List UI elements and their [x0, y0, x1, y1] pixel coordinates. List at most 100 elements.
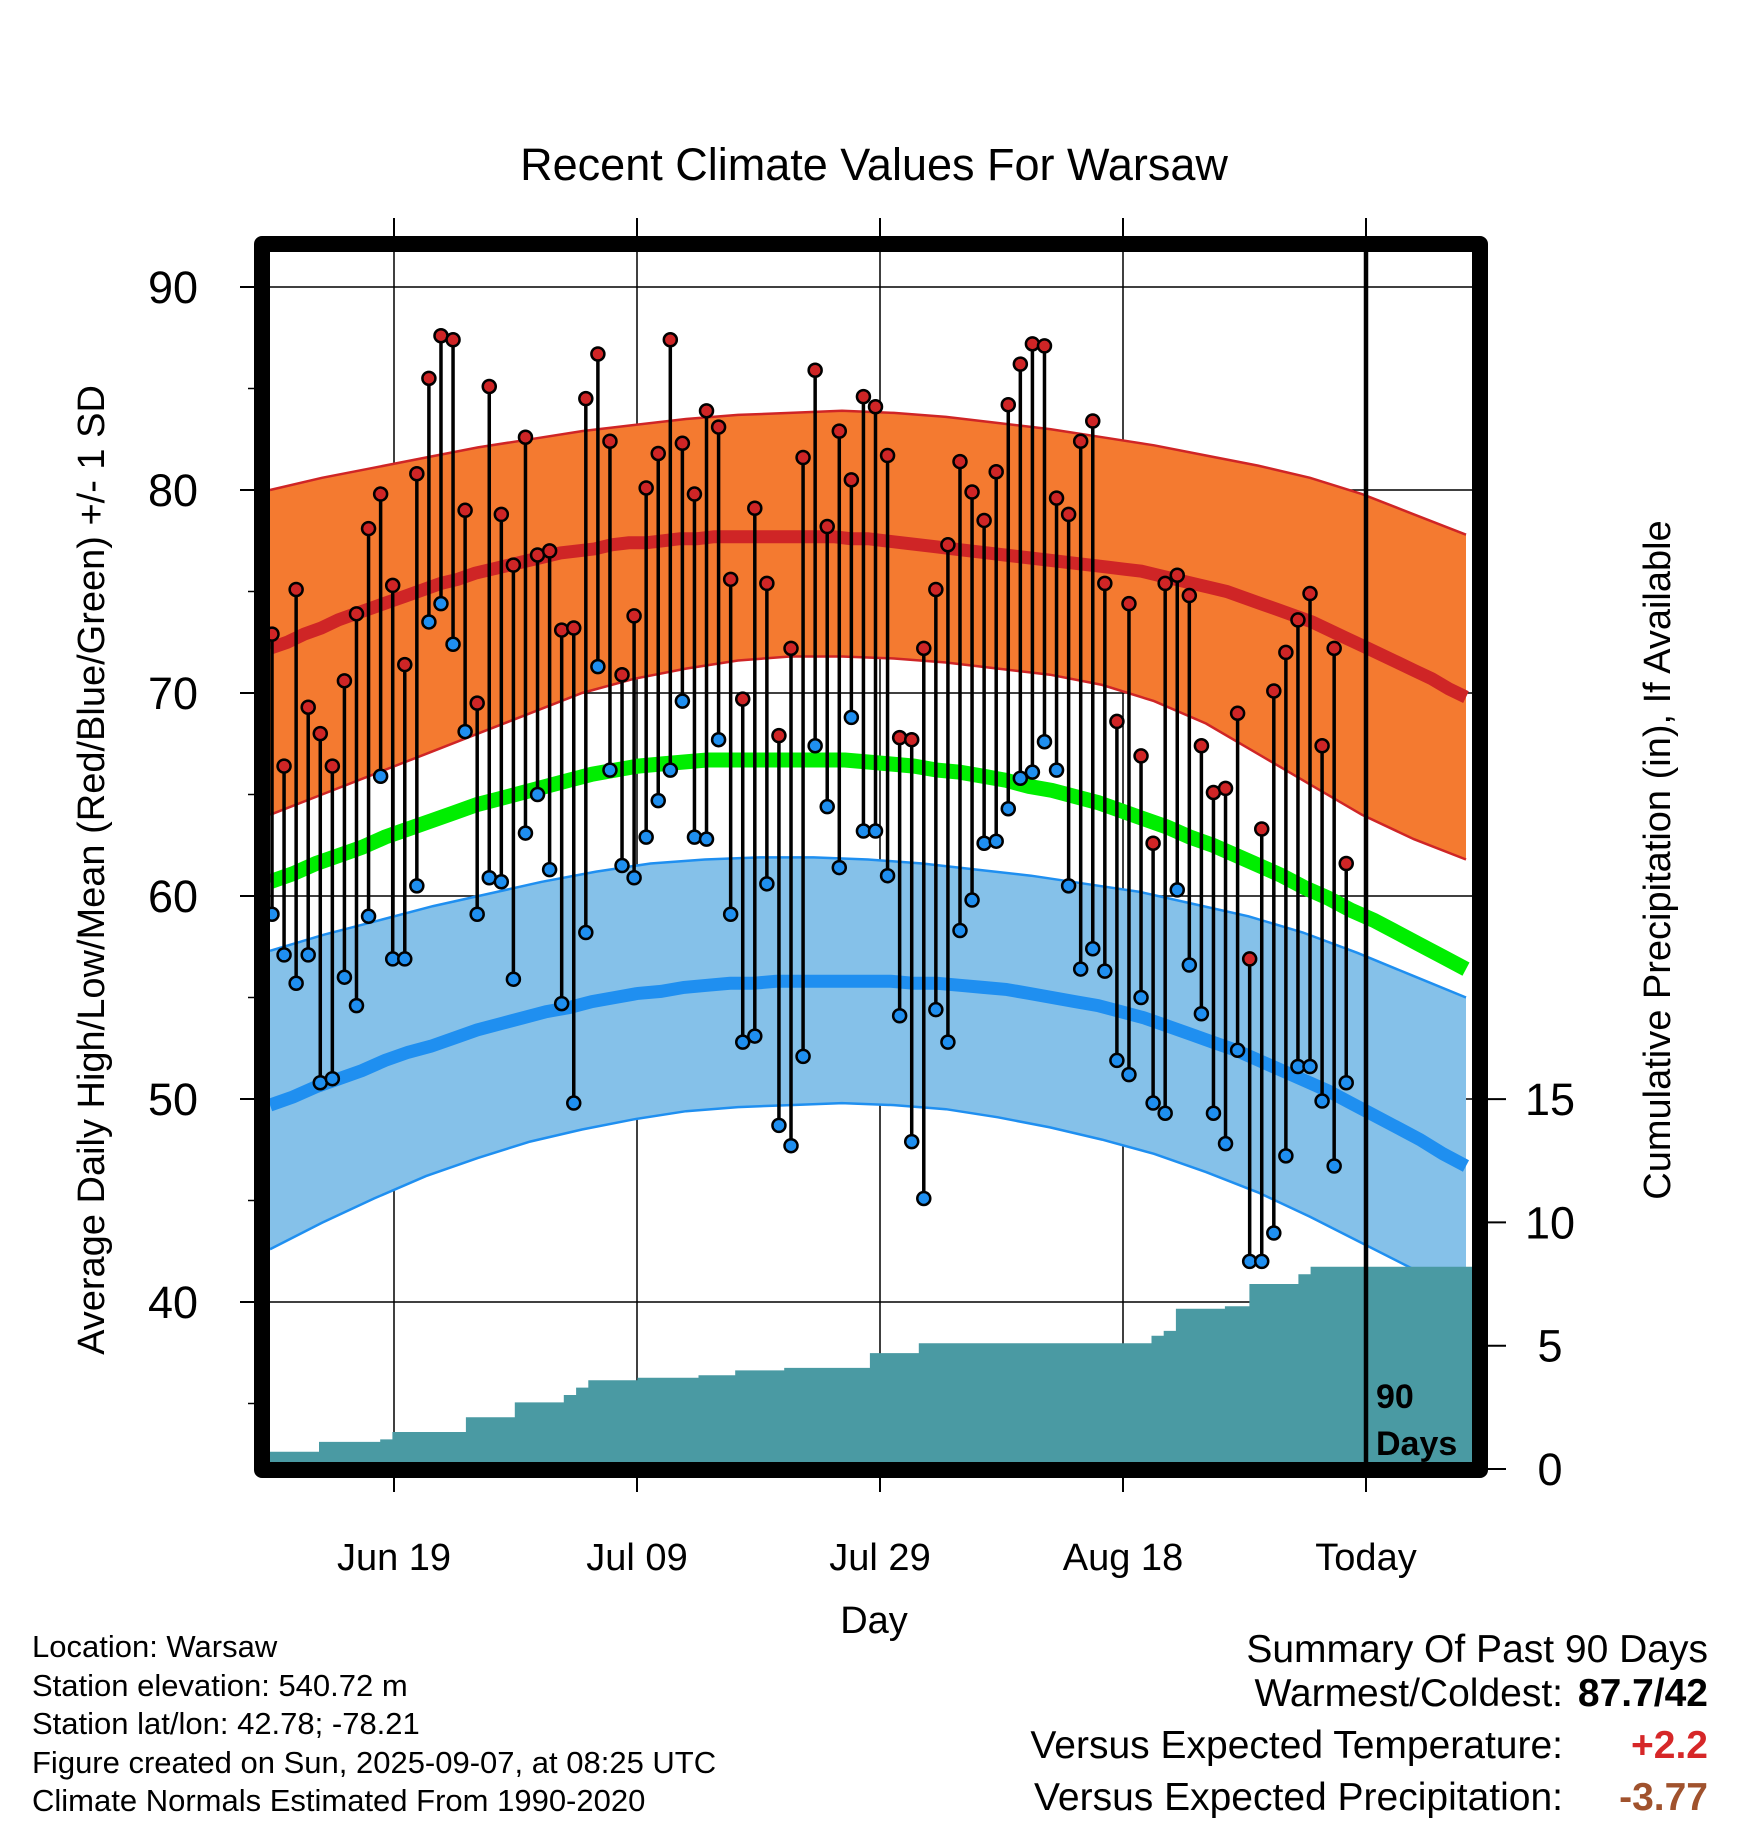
daily-high-point-50 — [867, 399, 884, 415]
y2-tick-label-0: 0 — [1537, 1444, 1562, 1495]
daily-high-point-82 — [1253, 821, 1270, 837]
daily-high-point-59 — [976, 512, 992, 529]
daily-high-point-3 — [300, 699, 316, 715]
daily-low-point-34 — [674, 693, 691, 709]
daily-low-point-1 — [276, 947, 292, 963]
summary-temp-row: Versus Expected Temperature: +2.2 — [1030, 1724, 1708, 1776]
daily-low-point-45 — [807, 738, 823, 754]
daily-low-point-59 — [976, 835, 992, 851]
daily-low-point-20 — [505, 971, 522, 987]
daily-low-point-9 — [372, 768, 389, 784]
daily-high-point-53 — [903, 731, 920, 748]
daily-high-point-35 — [686, 486, 703, 502]
daily-high-point-69 — [1097, 575, 1113, 592]
daily-low-point-46 — [819, 798, 835, 815]
daily-high-point-18 — [481, 378, 498, 395]
daily-low-point-82 — [1253, 1253, 1270, 1270]
daily-low-point-75 — [1169, 882, 1185, 898]
high-sd-band — [270, 410, 1466, 860]
daily-low-point-33 — [662, 762, 679, 778]
daily-high-point-28 — [602, 433, 618, 450]
daily-low-point-57 — [952, 922, 968, 939]
daily-low-point-12 — [409, 878, 425, 894]
daily-low-point-17 — [469, 906, 485, 923]
y-tick-label-50: 50 — [148, 1074, 198, 1125]
daily-low-point-48 — [843, 709, 860, 726]
daily-high-point-86 — [1302, 585, 1318, 602]
high-plus-sd-line — [269, 409, 1467, 536]
daily-low-point-60 — [988, 833, 1004, 849]
daily-high-point-71 — [1121, 595, 1137, 612]
days-window-word: Days — [1376, 1425, 1457, 1463]
daily-low-point-88 — [1326, 1158, 1342, 1174]
daily-low-point-14 — [433, 595, 449, 612]
daily-high-point-81 — [1241, 951, 1258, 967]
daily-high-point-63 — [1024, 336, 1041, 352]
x-tick-label-4: Today — [1315, 1537, 1416, 1579]
daily-high-point-15 — [445, 332, 461, 348]
daily-high-point-49 — [855, 388, 872, 405]
daily-low-point-11 — [397, 951, 413, 967]
daily-low-point-66 — [1060, 878, 1077, 894]
normal-mean-line — [268, 752, 1470, 976]
daily-low-point-52 — [891, 1008, 908, 1024]
daily-low-point-27 — [590, 658, 606, 675]
daily-high-point-60 — [988, 463, 1004, 480]
daily-high-point-10 — [384, 577, 401, 594]
y-tick-label-90: 90 — [148, 262, 198, 313]
daily-high-point-62 — [1012, 356, 1029, 372]
daily-low-point-22 — [529, 786, 546, 803]
x-tick-label-3: Aug 18 — [1063, 1537, 1183, 1579]
daily-high-point-24 — [553, 622, 570, 638]
daily-low-point-51 — [879, 867, 896, 884]
days-window-number: 90 — [1376, 1378, 1414, 1416]
daily-high-point-44 — [795, 449, 811, 466]
daily-high-point-29 — [614, 666, 630, 683]
low-sd-band — [270, 857, 1466, 1296]
daily-low-point-72 — [1133, 989, 1149, 1006]
daily-low-point-89 — [1338, 1075, 1354, 1091]
daily-high-point-58 — [964, 484, 980, 500]
daily-high-point-1 — [276, 758, 292, 774]
daily-high-point-76 — [1181, 587, 1198, 604]
daily-high-point-51 — [879, 447, 896, 464]
daily-high-point-31 — [638, 480, 654, 496]
daily-low-point-15 — [445, 636, 461, 653]
low-plus-sd-line — [269, 856, 1467, 999]
daily-high-point-83 — [1266, 683, 1282, 699]
daily-low-point-50 — [867, 823, 884, 839]
daily-low-point-8 — [360, 908, 377, 925]
daily-low-point-36 — [698, 831, 715, 847]
temp-anomaly-label: Versus Expected Temperature: — [1030, 1724, 1563, 1767]
daily-low-point-68 — [1085, 941, 1101, 957]
daily-high-point-6 — [336, 673, 353, 689]
daily-low-point-44 — [795, 1048, 811, 1065]
daily-low-point-61 — [1000, 800, 1017, 817]
daily-high-point-48 — [843, 472, 860, 488]
daily-low-point-54 — [916, 1190, 932, 1207]
daily-low-point-69 — [1097, 963, 1113, 979]
daily-high-point-79 — [1217, 780, 1234, 797]
station-info: Location: Warsaw Station elevation: 540.… — [32, 1628, 716, 1821]
daily-low-point-19 — [493, 874, 510, 890]
daily-high-point-4 — [312, 725, 329, 742]
daily-high-point-47 — [831, 423, 848, 439]
plot-area: 90 Days 40 50 60 70 80 90 0 5 10 15 Jun 19 Jul 09 Jul … — [148, 218, 1575, 1579]
daily-high-point-42 — [771, 727, 787, 744]
daily-high-point-68 — [1085, 413, 1101, 429]
daily-high-point-75 — [1169, 567, 1185, 584]
x-tick-label-1: Jul 09 — [586, 1537, 687, 1579]
x-axis-label: Day — [840, 1600, 908, 1642]
daily-low-point-43 — [783, 1137, 799, 1154]
daily-low-point-29 — [614, 857, 630, 874]
daily-high-point-25 — [566, 620, 582, 636]
daily-low-point-64 — [1036, 733, 1053, 750]
summary-warm-cold-row: Warmest/Coldest: 87.7/42 — [1246, 1672, 1708, 1724]
daily-low-point-24 — [553, 995, 570, 1012]
figure-created: Figure created on Sun, 2025-09-07, at 08… — [32, 1744, 717, 1780]
daily-high-point-89 — [1338, 855, 1354, 872]
daily-high-point-67 — [1072, 433, 1089, 450]
daily-high-point-8 — [360, 520, 377, 537]
x-tick-label-0: Jun 19 — [337, 1537, 451, 1579]
daily-high-point-0 — [268, 626, 280, 642]
